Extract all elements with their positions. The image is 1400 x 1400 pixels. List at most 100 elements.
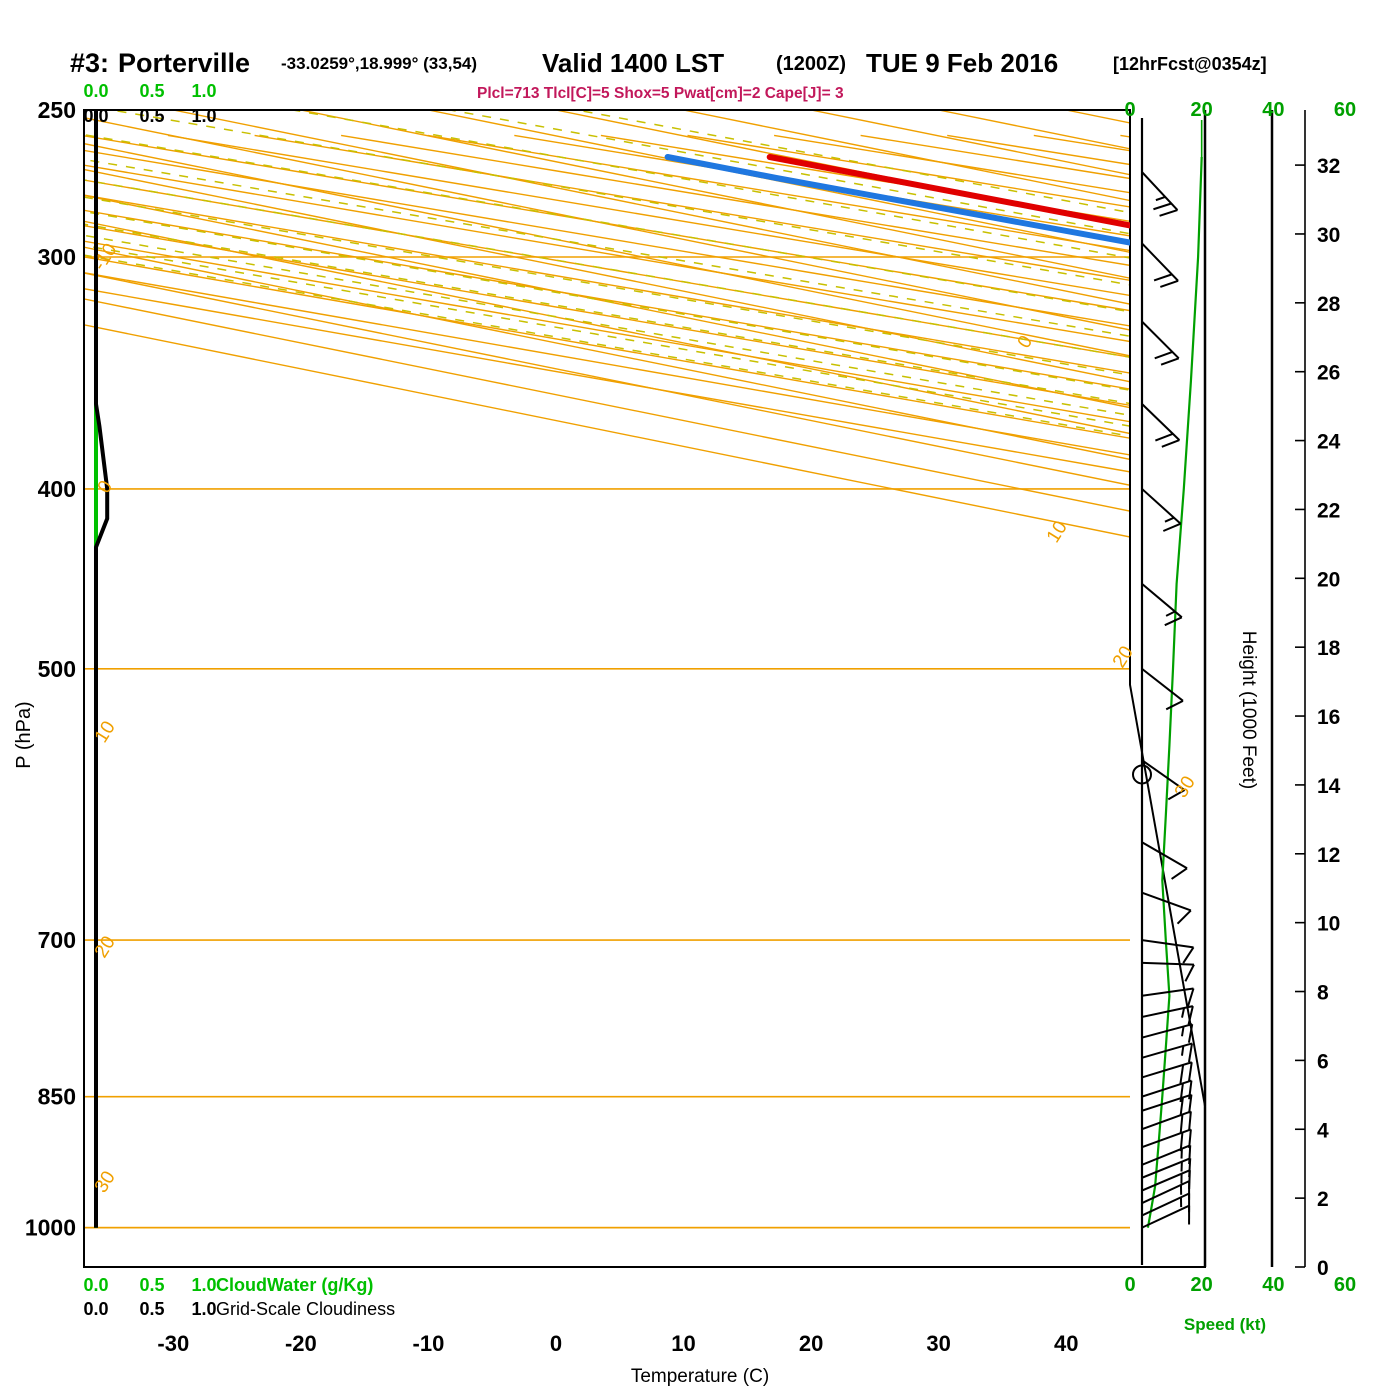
height-tick: 8 [1317,982,1329,1005]
cloudwater-tick-bottom: 0.0 [83,1275,108,1295]
cloudwater-tick-top: 0.0 [83,81,108,101]
cloudiness-tick-top: 1.0 [191,106,216,126]
height-tick: 28 [1317,293,1341,316]
temperature-axis-label: Temperature (C) [631,1366,769,1387]
wind-barb [1141,841,1188,880]
cloudwater-tick-bottom: 1.0 [191,1275,216,1295]
station-id: #3: [70,48,109,78]
axis-titles: P (hPa) Temperature (C) Height (1000 Fee… [13,631,1266,1387]
isotherm-label: 10 [1043,518,1072,547]
height-tick: 20 [1317,568,1340,591]
cloudwater-tick-bottom: 0.5 [139,1275,164,1295]
dewpoint-profile [664,154,1130,246]
temperature-tick: -10 [413,1331,445,1356]
wind-barb [1141,891,1192,925]
height-tick: 16 [1317,706,1340,729]
wind-barb-layer [1132,171,1195,1229]
wind-barb [1141,987,1195,1007]
height-tick: 4 [1317,1119,1329,1142]
height-tick: 10 [1317,913,1340,936]
pressure-tick: 700 [38,927,76,953]
wind-barb [1141,1005,1194,1025]
height-tick: 18 [1317,637,1341,660]
valid-date: TUE 9 Feb 2016 [866,48,1058,78]
height-tick: 30 [1317,224,1340,247]
wind-barb [1141,320,1180,366]
height-tick: 32 [1317,155,1340,178]
cloudiness-tick-bottom: 1.0 [191,1299,216,1319]
wind-barb [1141,1061,1193,1084]
wind-barb [1141,171,1179,217]
wind-barb [1141,1144,1192,1166]
wind-barb [1141,1180,1191,1205]
title-row: #3: Porterville -33.0259°,18.999° (33,54… [70,48,1267,102]
temperature-tick: 40 [1054,1331,1078,1356]
pressure-tick: 1000 [25,1215,76,1241]
temperature-tick: 0 [550,1331,562,1356]
wind-barb [1141,668,1184,711]
cloudwater-axis-label: CloudWater (g/Kg) [216,1275,373,1295]
speed-tick-bottom: 20 [1191,1274,1213,1296]
wind-barb [1141,1079,1193,1103]
wind-barb [1141,242,1179,288]
sounding-indices: Plcl=713 Tlcl[C]=5 Shox=5 Pwat[cm]=2 Cap… [477,85,844,102]
station-coords: -33.0259°,18.999° (33,54) [281,54,477,73]
wind-barb [1141,1169,1191,1192]
pressure-tick: 250 [38,97,76,123]
speed-tick-bottom: 60 [1334,1274,1356,1296]
height-tick: 12 [1317,844,1340,867]
temperature-tick: 10 [671,1331,695,1356]
speed-tick-top: 0 [1124,99,1135,121]
speed-tick-bottom: 40 [1262,1274,1284,1296]
pressure-tick: 850 [38,1084,76,1110]
wind-barb [1141,1023,1194,1043]
wind-calm-marker [1132,764,1152,785]
cloudiness-profile [94,110,110,1228]
wind-barb [1141,488,1182,532]
height-tick: 26 [1317,362,1340,385]
wind-barb [1141,759,1186,801]
cloudiness-tick-top: 0.0 [83,106,108,126]
speed-tick-top: 40 [1262,99,1284,121]
wind-barb [1141,1093,1193,1117]
cloudiness-tick-bottom: 0.5 [139,1299,164,1319]
temperature-tick: 30 [926,1331,950,1356]
height-tick: 0 [1317,1257,1329,1280]
height-axis-label: Height (1000 Feet) [1238,631,1259,789]
station-name: Porterville [118,48,250,78]
forecast-tag: [12hrFcst@0354z] [1113,54,1267,74]
cloudwater-tick-top: 1.0 [191,81,216,101]
height-tick: 22 [1317,499,1340,522]
temperature-tick: -20 [285,1331,317,1356]
wind-barb [1141,583,1183,627]
height-tick: 24 [1317,431,1341,454]
pressure-tick: 500 [38,656,76,682]
wind-barb [1141,939,1195,964]
isotherm-label: 20 [1109,643,1138,672]
pressure-axis-label: P (hPa) [13,701,35,768]
cloudiness-tick-bottom: 0.0 [83,1299,108,1319]
speed-tick-top: 60 [1334,99,1356,121]
cloudwater-tick-top: 0.5 [139,81,164,101]
isotherm-label: 30 [1171,773,1200,802]
wind-barb [1141,403,1181,448]
wind-barb [1141,1042,1193,1063]
temperature-tick: -30 [157,1331,189,1356]
pressure-tick: 300 [38,244,76,270]
valid-label: Valid 1400 LST [542,48,724,78]
speed-tick-top: 20 [1191,99,1213,121]
cloudiness-axis-label: Grid-Scale Cloudiness [216,1299,395,1319]
wind-barb [1141,961,1195,982]
cloudiness-tick-top: 0.5 [139,106,164,126]
sounding-curve-layer [94,110,1203,1228]
temperature-tick: 20 [799,1331,823,1356]
wind-barb [1141,1128,1192,1152]
wind-speed-profile [1146,156,1203,1228]
speed-axis-label: Speed (kt) [1184,1315,1266,1334]
wind-barb [1141,1110,1192,1134]
speed-tick-bottom: 0 [1124,1274,1135,1296]
wind-barb [1141,1192,1191,1217]
pressure-tick: 400 [38,476,76,502]
